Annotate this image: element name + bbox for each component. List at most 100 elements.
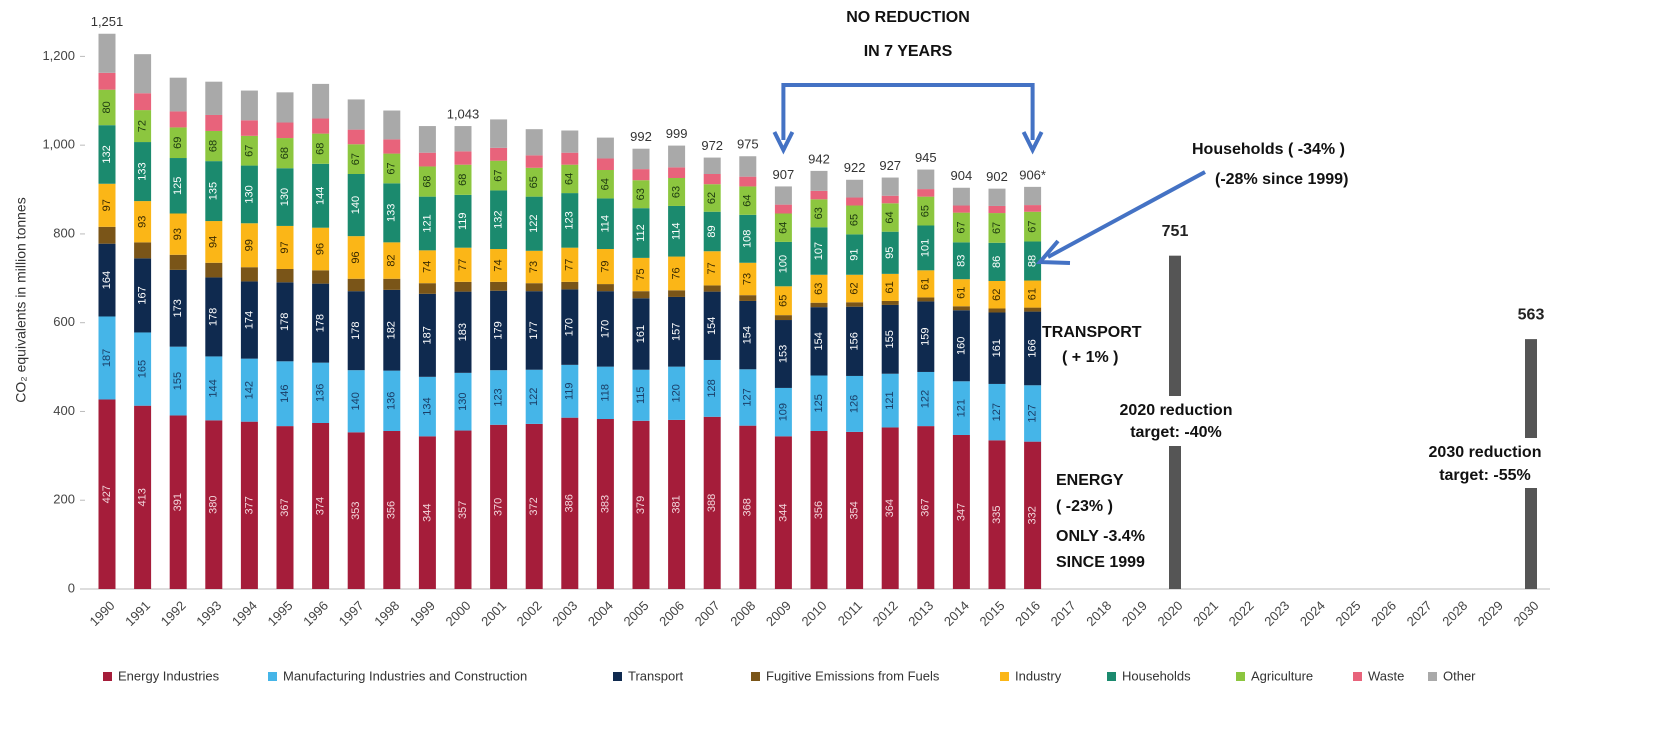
bar-segment xyxy=(525,167,543,197)
bar-segment xyxy=(810,302,828,308)
bar-segment xyxy=(525,155,543,168)
bar-segment xyxy=(952,212,970,243)
bar-segment xyxy=(561,152,579,165)
bar-segment xyxy=(988,383,1006,441)
bar-segment xyxy=(347,129,365,145)
value-label: 65 xyxy=(849,214,861,226)
bar-segment xyxy=(134,93,152,111)
bar-segment xyxy=(134,54,152,94)
bar-segment xyxy=(988,188,1006,206)
bar-segment xyxy=(952,205,970,213)
x-tick-label: 1990 xyxy=(86,598,117,629)
legend-label: Fugitive Emissions from Fuels xyxy=(766,668,940,683)
value-label: 77 xyxy=(457,259,469,271)
value-label: 187 xyxy=(421,326,433,344)
bar-segment xyxy=(703,184,721,212)
value-label: 93 xyxy=(172,228,184,240)
x-tick-label: 2011 xyxy=(835,598,865,628)
value-label: 68 xyxy=(208,140,220,152)
value-label: 154 xyxy=(813,332,825,350)
x-tick-label: 1998 xyxy=(371,598,402,629)
bar-segment xyxy=(525,250,543,284)
bar-segment xyxy=(347,144,365,175)
value-label: 67 xyxy=(386,162,398,174)
value-label: 115 xyxy=(635,386,647,404)
bar-segment xyxy=(917,225,935,271)
x-tick-label: 1997 xyxy=(336,598,367,629)
bar-segment xyxy=(276,282,294,362)
bar-segment xyxy=(703,285,721,292)
bar-segment xyxy=(881,300,899,305)
value-label: 130 xyxy=(457,393,469,411)
bar-segment xyxy=(917,371,935,427)
bar-segment xyxy=(668,296,686,367)
bar-segment xyxy=(490,160,508,191)
bar-segment xyxy=(312,283,330,363)
bar-segment xyxy=(240,120,258,136)
bar-segment xyxy=(703,251,721,286)
value-label: 77 xyxy=(564,259,576,271)
bar-segment xyxy=(881,373,899,428)
bar-segment xyxy=(205,262,223,278)
x-tick-label: 2007 xyxy=(692,598,723,629)
bar-segment xyxy=(169,158,187,214)
bar-segment xyxy=(632,420,650,589)
bar-segment xyxy=(418,436,436,589)
value-label: 357 xyxy=(457,501,469,519)
x-tick-label: 2004 xyxy=(585,598,616,629)
value-label: 344 xyxy=(777,503,789,521)
value-label: 136 xyxy=(315,384,327,402)
value-label: 125 xyxy=(172,177,184,195)
x-tick-label: 1999 xyxy=(407,598,438,629)
value-label: 125 xyxy=(813,394,825,412)
value-label: 140 xyxy=(350,392,362,410)
total-label: 975 xyxy=(737,137,759,152)
y-tick-label: 200 xyxy=(53,492,75,507)
legend-label: Waste xyxy=(1368,668,1404,683)
bar-segment xyxy=(454,430,472,589)
value-label: 381 xyxy=(671,495,683,513)
x-tick-label: 2002 xyxy=(514,598,545,629)
bar-segment xyxy=(454,247,472,282)
x-tick-label: 2012 xyxy=(870,598,901,629)
bar-segment xyxy=(276,426,294,589)
value-label: 74 xyxy=(421,261,433,273)
value-label: 91 xyxy=(849,248,861,260)
value-label: 173 xyxy=(172,299,184,317)
bar-segment xyxy=(312,227,330,271)
bar-segment xyxy=(846,205,864,235)
total-label: 904 xyxy=(951,168,973,183)
bar-segment xyxy=(418,166,436,197)
value-label: 178 xyxy=(279,313,291,331)
bar-segment xyxy=(490,290,508,371)
bar-segment xyxy=(383,430,401,589)
x-tick-label: 1994 xyxy=(229,598,260,629)
legend-label: Households xyxy=(1122,668,1191,683)
value-label: 121 xyxy=(884,391,896,409)
value-label: 130 xyxy=(243,185,255,203)
value-label: 374 xyxy=(315,497,327,515)
bar-segment xyxy=(98,399,116,589)
arrowhead xyxy=(1021,131,1044,155)
value-label: 63 xyxy=(813,207,825,219)
value-label: 83 xyxy=(955,255,967,267)
bar-segment xyxy=(846,274,864,303)
value-label: 380 xyxy=(208,495,220,513)
bar-segment xyxy=(632,148,650,170)
value-label: 161 xyxy=(635,325,647,343)
bar-segment xyxy=(205,161,223,222)
value-label: 64 xyxy=(564,173,576,185)
bar-segment xyxy=(561,417,579,589)
value-label: 127 xyxy=(742,388,754,406)
value-label: 122 xyxy=(528,388,540,406)
value-label: 332 xyxy=(1027,506,1039,524)
bar-segment xyxy=(490,281,508,291)
bar-segment xyxy=(383,370,401,431)
bar-segment xyxy=(454,194,472,248)
bar-segment xyxy=(668,145,686,168)
bar-segment xyxy=(846,179,864,198)
bar-segment xyxy=(169,415,187,589)
value-label: 121 xyxy=(421,214,433,232)
bar-segment xyxy=(169,77,187,112)
